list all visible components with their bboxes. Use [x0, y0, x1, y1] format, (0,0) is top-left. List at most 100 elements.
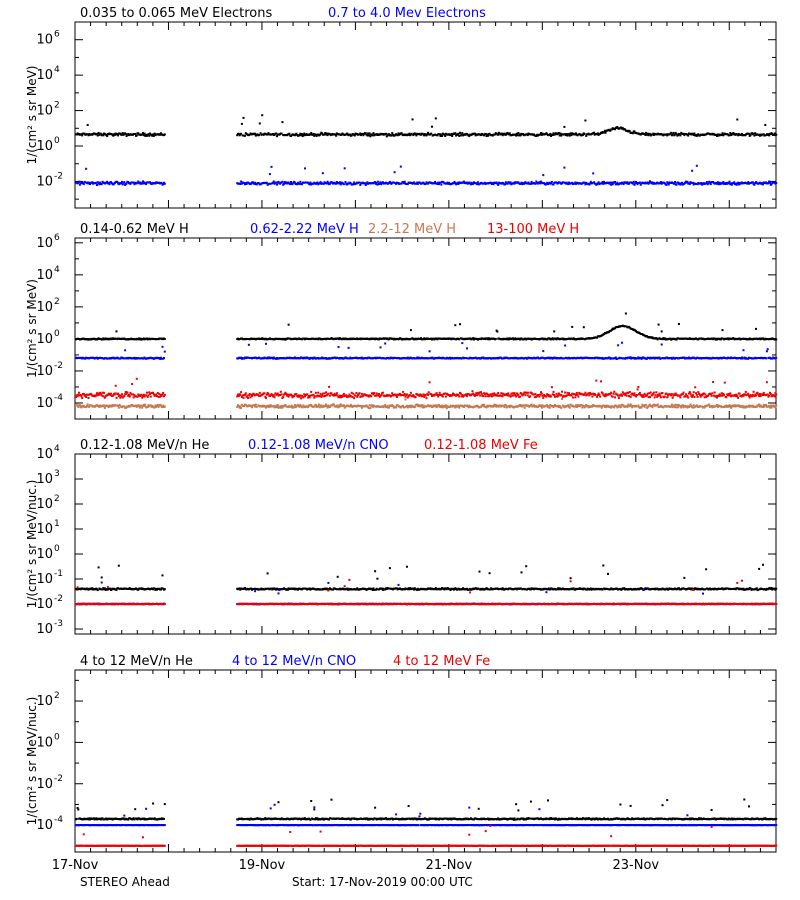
data-point — [141, 396, 144, 399]
data-point — [411, 118, 414, 121]
data-point — [276, 135, 278, 138]
data-point — [372, 132, 375, 135]
data-point — [753, 134, 756, 137]
data-point — [399, 165, 402, 168]
data-point — [340, 133, 343, 136]
data-point — [244, 132, 247, 135]
data-point — [487, 134, 489, 137]
data-point — [642, 394, 644, 397]
data-point — [677, 323, 680, 325]
data-point — [458, 395, 461, 398]
data-point — [402, 394, 405, 397]
data-point — [593, 131, 595, 134]
data-point — [276, 393, 278, 396]
data-point — [125, 182, 128, 185]
data-point — [385, 132, 387, 135]
data-point — [677, 337, 680, 340]
data-point — [775, 356, 778, 359]
data-point — [584, 183, 587, 186]
data-point — [324, 132, 327, 134]
data-point — [649, 180, 651, 183]
data-point — [119, 396, 122, 399]
data-point — [85, 404, 88, 407]
data-point — [265, 397, 267, 400]
data-point — [273, 133, 276, 136]
data-point — [108, 183, 111, 186]
data-point — [106, 393, 109, 396]
data-point — [157, 395, 160, 398]
data-point — [523, 391, 526, 394]
data-point — [762, 406, 764, 408]
data-point — [135, 395, 137, 398]
data-point — [155, 405, 158, 408]
data-point — [393, 171, 396, 174]
data-point — [459, 134, 462, 137]
data-point — [552, 406, 555, 409]
data-point — [247, 397, 250, 399]
data-point — [534, 393, 537, 396]
data-point — [241, 394, 244, 397]
data-point — [236, 134, 239, 137]
data-point — [101, 391, 104, 394]
data-point — [107, 406, 110, 409]
data-point — [563, 357, 566, 360]
data-point — [240, 356, 243, 359]
data-point — [537, 394, 540, 396]
data-point — [266, 133, 269, 136]
data-point — [272, 181, 275, 184]
data-point — [247, 356, 250, 359]
data-point — [240, 403, 243, 406]
data-point — [494, 405, 496, 408]
data-point — [493, 392, 496, 395]
data-point — [395, 406, 398, 409]
data-point — [117, 392, 120, 395]
data-point — [437, 395, 440, 398]
data-point — [588, 183, 591, 186]
data-point — [381, 181, 384, 184]
data-point — [275, 404, 278, 407]
data-point — [541, 182, 544, 185]
data-point — [617, 344, 620, 347]
data-point — [248, 393, 251, 395]
data-point — [321, 394, 324, 397]
data-point — [547, 405, 550, 408]
data-point — [142, 180, 144, 183]
data-point — [682, 391, 685, 394]
data-point — [392, 181, 395, 184]
data-point — [584, 119, 587, 122]
data-point — [272, 404, 275, 407]
data-point — [584, 405, 587, 408]
data-point — [98, 183, 101, 186]
data-point — [360, 405, 363, 408]
data-point — [314, 395, 317, 398]
data-point — [717, 183, 720, 186]
data-point — [505, 393, 508, 395]
data-point — [391, 392, 394, 395]
data-point — [465, 357, 468, 360]
data-point — [136, 181, 139, 184]
data-point — [567, 183, 570, 186]
data-point — [657, 394, 660, 397]
data-point — [741, 357, 744, 360]
data-point — [296, 183, 299, 186]
data-point — [747, 357, 750, 360]
data-point — [611, 183, 614, 186]
data-point — [437, 181, 440, 184]
y-tick-exponent: 4 — [54, 265, 60, 275]
data-point — [641, 403, 644, 406]
data-point — [775, 182, 778, 184]
data-point — [665, 183, 668, 186]
data-point — [707, 182, 710, 185]
data-point — [368, 132, 371, 135]
data-point — [96, 134, 99, 137]
data-point — [265, 406, 267, 409]
data-point — [660, 343, 663, 346]
data-point — [450, 132, 453, 135]
data-point — [391, 132, 394, 135]
data-point — [94, 395, 97, 398]
data-point — [481, 403, 484, 406]
data-point — [730, 406, 732, 409]
data-point — [678, 182, 681, 185]
data-point — [466, 405, 469, 408]
